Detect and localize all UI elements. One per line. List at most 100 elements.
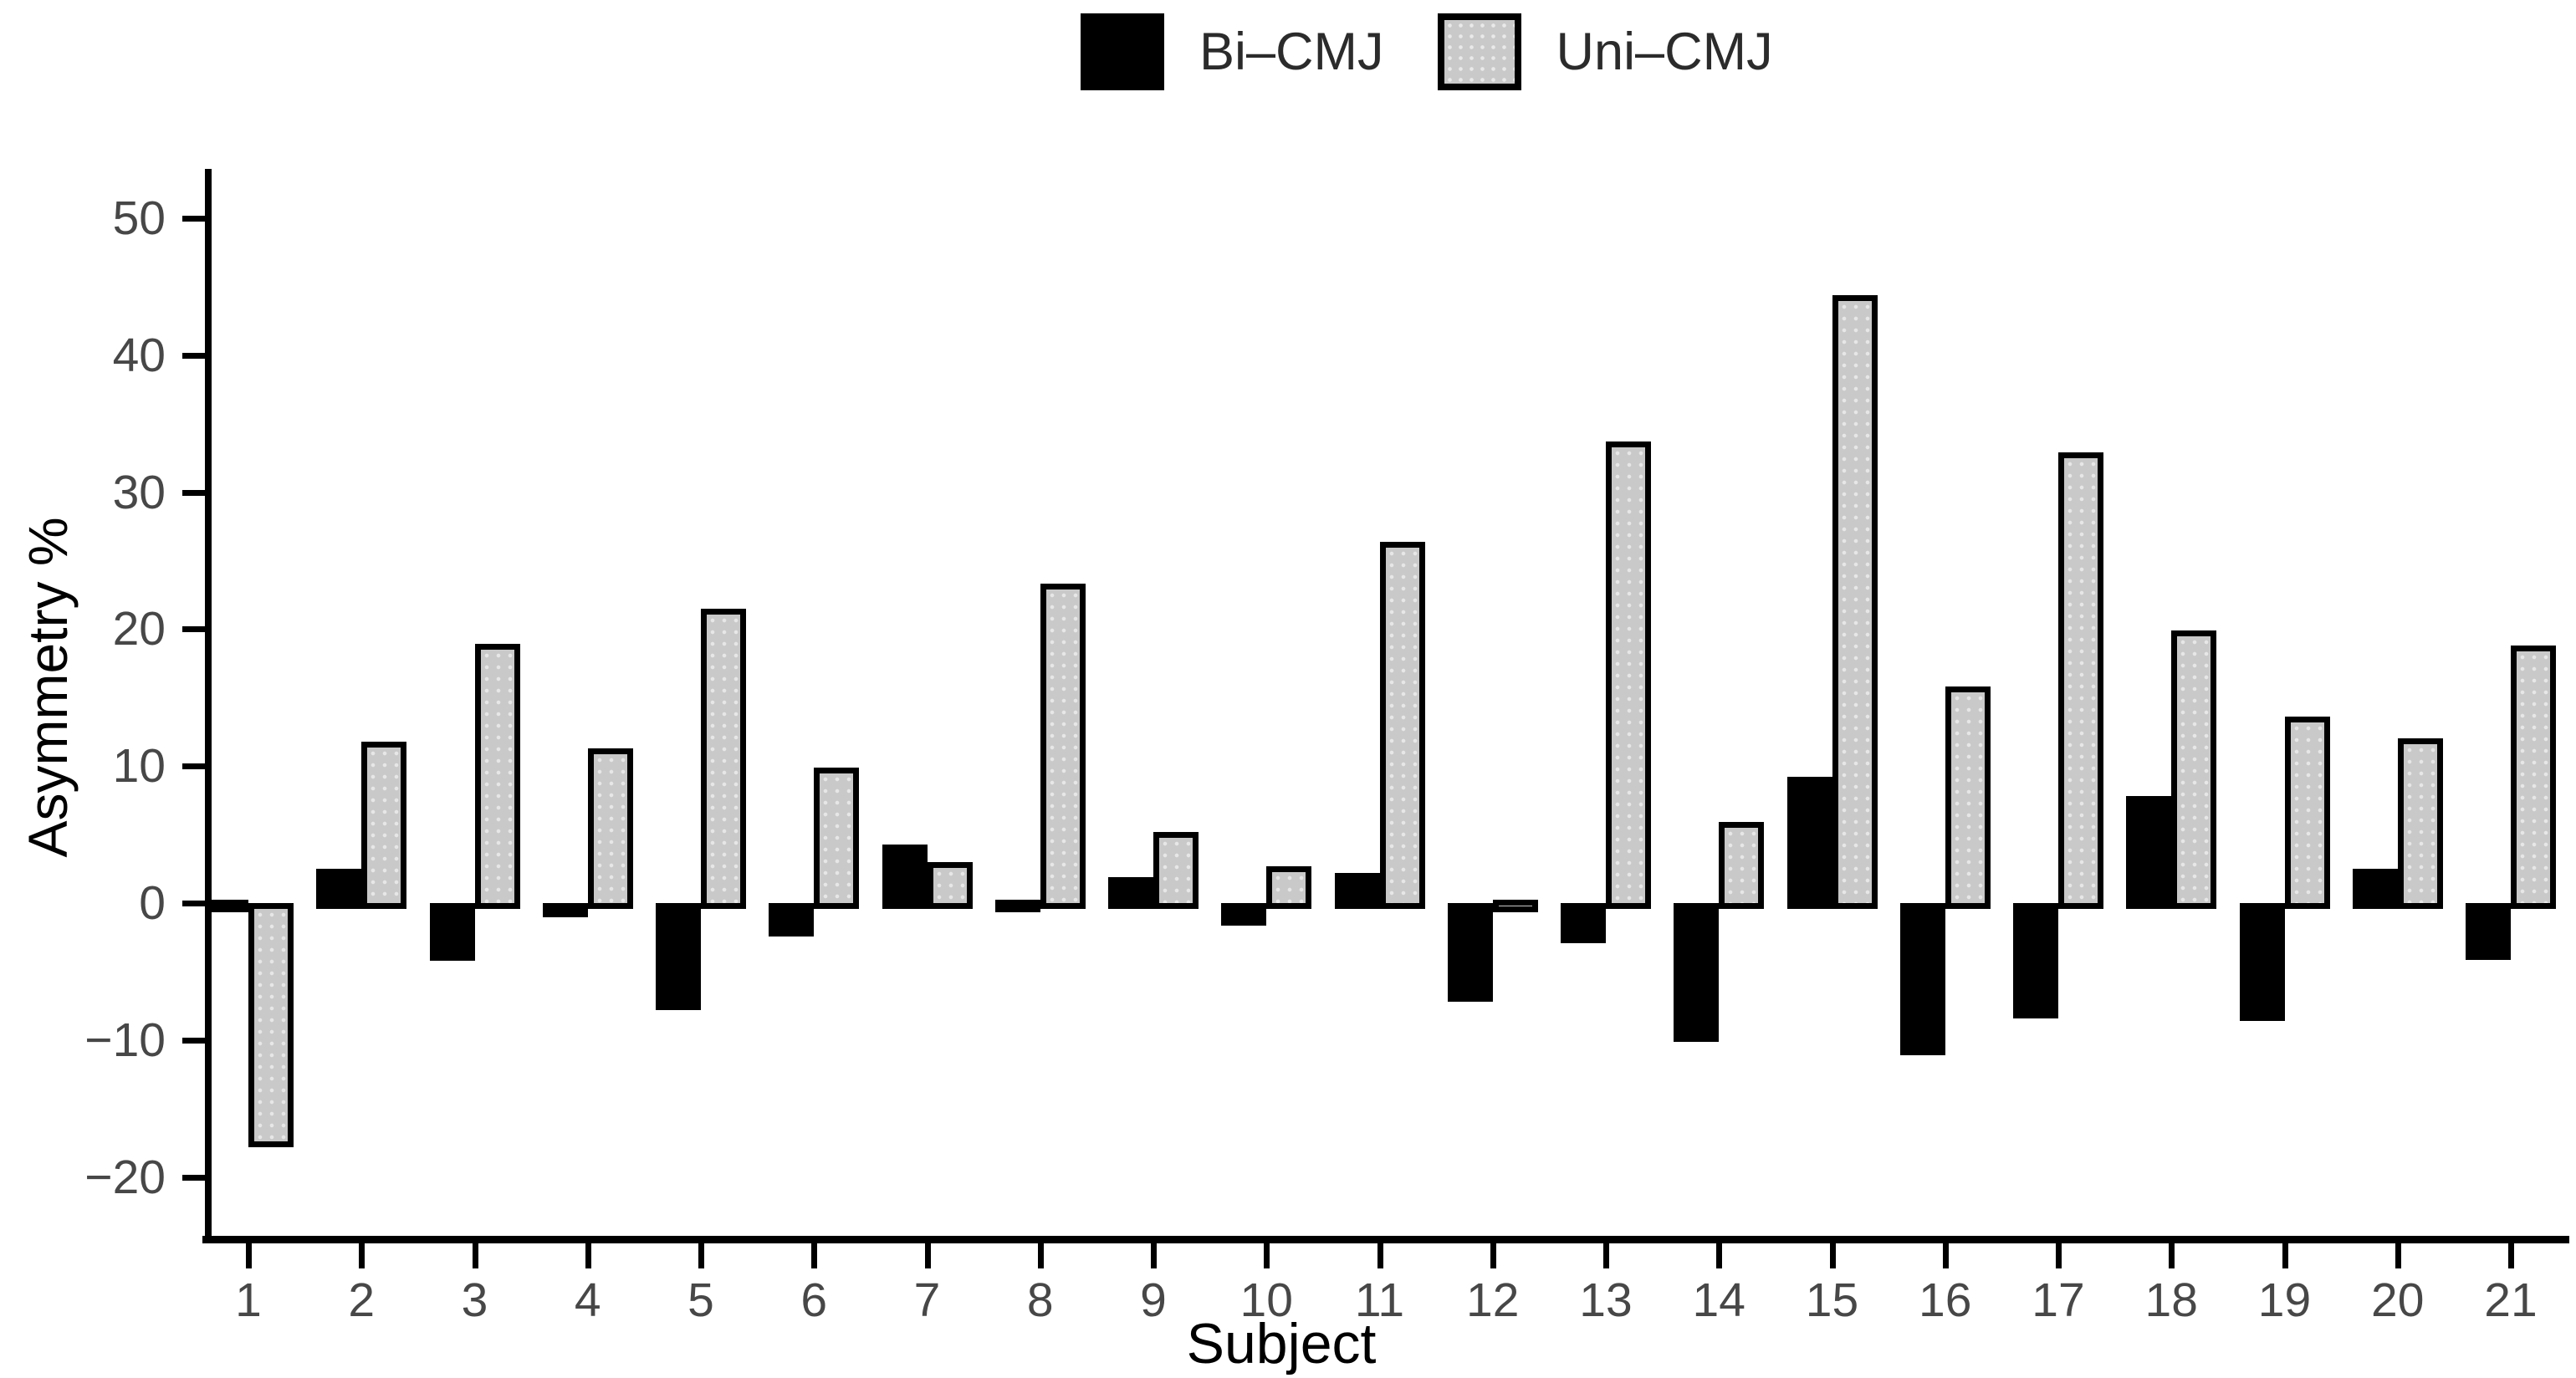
bar-bi-cmj-subject-1 [211, 899, 248, 912]
y-axis-title: Asymmetry % [17, 517, 79, 858]
y-axis-line [205, 169, 212, 1243]
y-tick--20 [182, 1174, 207, 1181]
x-tick-10 [1264, 1243, 1270, 1268]
bar-uni-cmj-subject-13 [1606, 441, 1651, 909]
x-tick-label-16: 16 [1919, 1273, 1972, 1327]
bar-uni-cmj-subject-6 [814, 767, 860, 909]
y-tick-10 [182, 763, 207, 770]
y-tick-label--20: −20 [84, 1150, 166, 1204]
bar-bi-cmj-subject-9 [1108, 876, 1153, 909]
bar-bi-cmj-subject-2 [316, 869, 362, 909]
x-tick-label-5: 5 [687, 1273, 714, 1327]
y-tick-label-10: 10 [112, 739, 166, 794]
x-tick-label-6: 6 [800, 1273, 828, 1327]
bar-uni-cmj-subject-4 [587, 748, 633, 909]
x-tick-11 [1377, 1243, 1383, 1268]
x-tick-16 [1942, 1243, 1949, 1268]
bar-bi-cmj-subject-19 [2239, 902, 2285, 1022]
x-tick-17 [2056, 1243, 2062, 1268]
bar-uni-cmj-subject-18 [2171, 630, 2217, 909]
y-tick-label--10: −10 [84, 1013, 166, 1067]
x-axis-title: Subject [1186, 1312, 1377, 1375]
bar-bi-cmj-subject-10 [1221, 902, 1267, 926]
bar-uni-cmj-subject-15 [1832, 294, 1878, 909]
x-tick-label-8: 8 [1026, 1273, 1054, 1327]
bar-bi-cmj-subject-4 [542, 902, 588, 917]
x-tick-20 [2395, 1243, 2401, 1268]
x-tick-2 [359, 1243, 365, 1268]
x-tick-label-17: 17 [2032, 1273, 2085, 1327]
bar-uni-cmj-subject-16 [1945, 686, 1991, 909]
bar-uni-cmj-subject-9 [1153, 831, 1199, 909]
x-tick-8 [1037, 1243, 1044, 1268]
x-tick-21 [2508, 1243, 2514, 1268]
bar-bi-cmj-subject-8 [994, 899, 1040, 912]
bar-uni-cmj-subject-12 [1492, 899, 1538, 912]
y-tick-label-0: 0 [139, 875, 166, 930]
x-tick-label-9: 9 [1140, 1273, 1167, 1327]
bar-bi-cmj-subject-6 [769, 902, 815, 937]
x-tick-19 [2282, 1243, 2288, 1268]
bar-uni-cmj-subject-19 [2284, 717, 2330, 909]
bar-bi-cmj-subject-14 [1674, 902, 1720, 1042]
x-tick-label-19: 19 [2257, 1273, 2312, 1327]
x-tick-label-21: 21 [2484, 1273, 2538, 1327]
bar-bi-cmj-subject-11 [1334, 872, 1380, 909]
x-tick-label-12: 12 [1466, 1273, 1520, 1327]
bar-bi-cmj-subject-13 [1561, 902, 1606, 943]
bar-uni-cmj-subject-14 [1719, 822, 1765, 909]
y-tick-label-20: 20 [112, 602, 166, 656]
x-tick-4 [585, 1243, 591, 1268]
bar-uni-cmj-subject-17 [2058, 452, 2103, 909]
x-tick-label-13: 13 [1579, 1273, 1633, 1327]
bar-bi-cmj-subject-3 [429, 902, 475, 962]
y-tick-label-50: 50 [112, 191, 166, 245]
x-tick-6 [811, 1243, 818, 1268]
y-tick-0 [182, 900, 207, 906]
x-tick-14 [1716, 1243, 1723, 1268]
x-tick-9 [1151, 1243, 1157, 1268]
x-tick-label-20: 20 [2371, 1273, 2425, 1327]
x-axis-line [202, 1236, 2569, 1243]
bar-bi-cmj-subject-15 [1786, 777, 1832, 909]
x-tick-label-7: 7 [913, 1273, 941, 1327]
bar-uni-cmj-subject-2 [361, 741, 407, 909]
x-tick-label-2: 2 [348, 1273, 376, 1327]
x-tick-1 [246, 1243, 252, 1268]
x-tick-label-18: 18 [2144, 1273, 2198, 1327]
bar-bi-cmj-subject-18 [2126, 796, 2172, 909]
x-tick-label-11: 11 [1354, 1273, 1405, 1327]
bar-bi-cmj-subject-7 [882, 844, 928, 909]
bar-bi-cmj-subject-12 [1447, 902, 1493, 1003]
x-tick-label-3: 3 [461, 1273, 488, 1327]
legend-label-bi-cmj: Bi–CMJ [1199, 23, 1384, 81]
bar-uni-cmj-subject-11 [1379, 541, 1425, 909]
x-tick-7 [924, 1243, 931, 1268]
bar-bi-cmj-subject-17 [2013, 902, 2058, 1018]
x-tick-label-14: 14 [1692, 1273, 1745, 1327]
legend: Bi–CMJ Uni–CMJ [1081, 13, 1791, 90]
x-tick-15 [1829, 1243, 1836, 1268]
x-tick-3 [472, 1243, 478, 1268]
x-tick-12 [1490, 1243, 1496, 1268]
x-tick-18 [2169, 1243, 2175, 1268]
y-tick--10 [182, 1037, 207, 1044]
legend-swatch-uni-cmj [1437, 13, 1521, 90]
y-tick-label-30: 30 [112, 465, 166, 519]
x-tick-label-1: 1 [235, 1273, 262, 1327]
bar-bi-cmj-subject-16 [1899, 902, 1945, 1056]
bar-uni-cmj-subject-5 [701, 608, 746, 909]
bar-uni-cmj-subject-20 [2397, 738, 2443, 909]
legend-swatch-bi-cmj [1081, 13, 1164, 90]
bar-bi-cmj-subject-5 [656, 902, 701, 1011]
y-tick-30 [182, 489, 207, 496]
legend-label-uni-cmj: Uni–CMJ [1556, 23, 1773, 81]
x-tick-13 [1603, 1243, 1609, 1268]
bar-uni-cmj-subject-10 [1266, 865, 1312, 909]
bar-bi-cmj-subject-21 [2466, 902, 2511, 960]
x-tick-label-4: 4 [574, 1273, 601, 1327]
y-tick-label-40: 40 [112, 328, 166, 382]
y-tick-20 [182, 626, 207, 633]
y-tick-40 [182, 352, 207, 359]
